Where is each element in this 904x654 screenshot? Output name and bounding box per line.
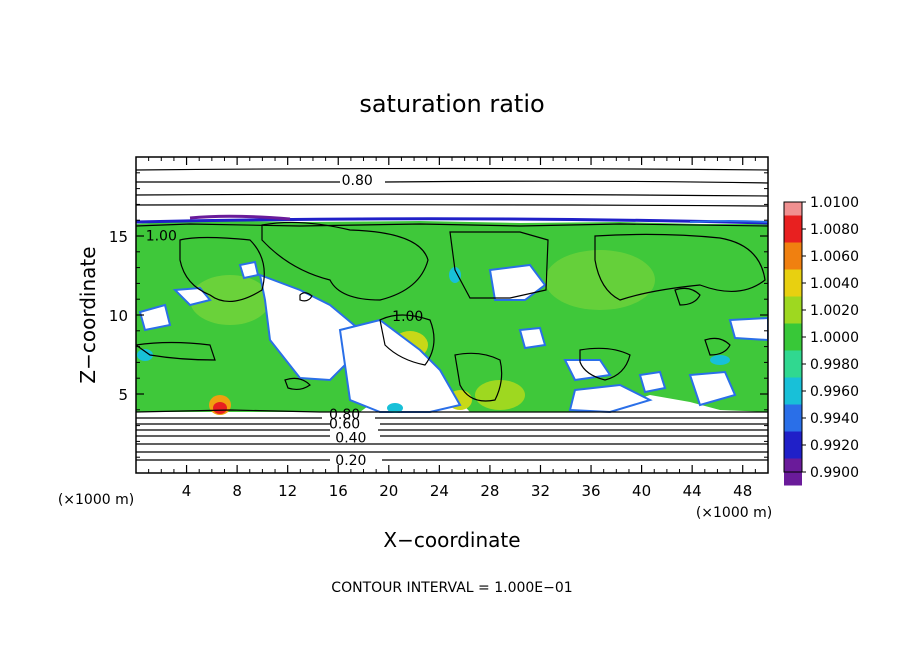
colorbar-tick-label: 1.0020 bbox=[810, 303, 859, 319]
y-tick-label: 15 bbox=[109, 228, 128, 246]
contour-interval-note: CONTOUR INTERVAL = 1.000E−01 bbox=[331, 580, 572, 596]
x-tick-label: 16 bbox=[329, 482, 348, 500]
colorbar-tick-label: 0.9900 bbox=[810, 465, 859, 481]
x-unit-label: (×1000 m) bbox=[696, 505, 772, 521]
y-tick-label: 10 bbox=[109, 307, 128, 325]
lower-contour-lines bbox=[136, 409, 768, 461]
contour-label: 0.20 bbox=[335, 453, 366, 469]
x-tick-label: 24 bbox=[430, 482, 449, 500]
y-tick-label: 5 bbox=[118, 386, 128, 404]
x-tick-label: 32 bbox=[531, 482, 550, 500]
internal-contours bbox=[136, 221, 768, 402]
colorbar-swatch bbox=[784, 323, 802, 351]
colorbar-tick-label: 1.0060 bbox=[810, 249, 859, 265]
y-unit-label: (×1000 m) bbox=[58, 492, 134, 508]
contour-label: 1.00 bbox=[146, 228, 177, 244]
x-tick-label: 20 bbox=[379, 482, 398, 500]
colorbar-swatch bbox=[784, 431, 802, 459]
x-tick-label: 12 bbox=[278, 482, 297, 500]
contour-label: 0.40 bbox=[335, 431, 366, 447]
subsaturated-holes bbox=[138, 260, 768, 414]
cyan-patches bbox=[137, 267, 730, 413]
colorbar-tick-label: 0.9960 bbox=[810, 384, 859, 400]
colorbar-tick-label: 1.0080 bbox=[810, 222, 859, 238]
contour-label: 0.80 bbox=[329, 407, 360, 423]
contour-label: 0.60 bbox=[329, 416, 360, 432]
x-axis-ticks: 4 8 12 16 20 24 28 32 36 40 44 48 bbox=[148, 157, 756, 500]
colorbar-tick-label: 1.0000 bbox=[810, 330, 859, 346]
colorbar-tick-label: 1.0100 bbox=[810, 195, 859, 211]
x-tick-label: 28 bbox=[480, 482, 499, 500]
colorbar-swatch bbox=[784, 404, 802, 432]
contour-labels: 0.801.001.000.800.600.400.20 bbox=[146, 173, 424, 469]
colorbar-swatch bbox=[784, 242, 802, 270]
colorbar-swatch bbox=[784, 215, 802, 243]
colorbar-tick-label: 1.0040 bbox=[810, 276, 859, 292]
y-axis-label: Z−coordinate bbox=[76, 246, 100, 383]
colorbar-tick-label: 0.9940 bbox=[810, 411, 859, 427]
colorbar: 0.9900 0.9920 0.9940 0.9960 0.9980 1.0000 1.00… bbox=[783, 195, 859, 486]
contour-label: 1.00 bbox=[392, 309, 423, 325]
x-tick-label: 8 bbox=[232, 482, 242, 500]
colorbar-swatch bbox=[784, 377, 802, 405]
x-tick-label: 44 bbox=[683, 482, 702, 500]
x-tick-label: 4 bbox=[182, 482, 192, 500]
x-tick-label: 36 bbox=[581, 482, 600, 500]
colorbar-swatch bbox=[784, 269, 802, 297]
x-tick-label: 40 bbox=[632, 482, 651, 500]
colorbar-tick-label: 0.9980 bbox=[810, 357, 859, 373]
chart-title: saturation ratio bbox=[359, 90, 544, 118]
tropopause-band bbox=[136, 214, 768, 225]
x-tick-label: 48 bbox=[733, 482, 752, 500]
contour-label: 0.80 bbox=[342, 173, 373, 189]
colorbar-swatch bbox=[784, 202, 802, 216]
plot-area bbox=[136, 157, 768, 473]
y-axis-ticks: 5 10 15 bbox=[109, 172, 768, 458]
colorbar-tick-label: 0.9920 bbox=[810, 438, 859, 454]
upper-contour-lines bbox=[136, 167, 768, 207]
colorbar-swatch bbox=[784, 350, 802, 378]
x-axis-label: X−coordinate bbox=[383, 528, 520, 552]
colorbar-swatch bbox=[784, 296, 802, 324]
